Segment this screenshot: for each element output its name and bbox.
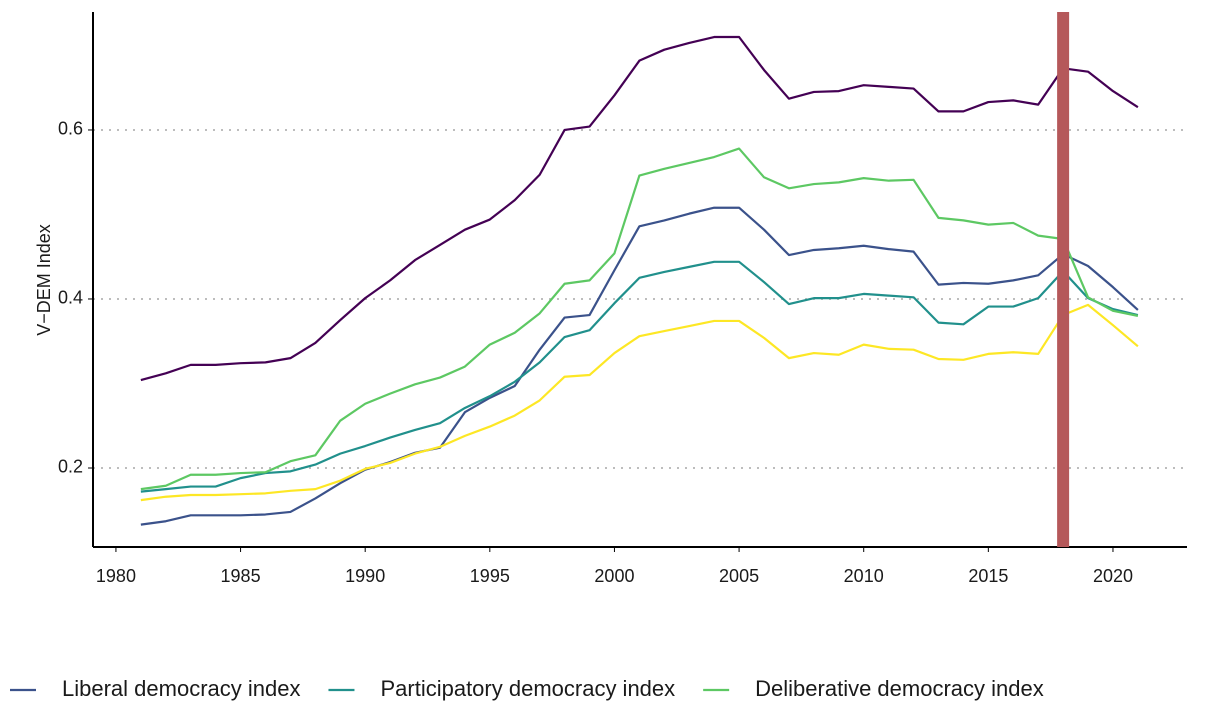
x-tick-label: 1990 [345,566,385,586]
x-tick-label: 1995 [470,566,510,586]
series-line [140,260,1139,493]
highlight-band [1057,12,1070,547]
legend-label: Liberal democracy index [62,676,300,701]
series-line [140,206,1139,526]
x-tick-label: 2020 [1093,566,1133,586]
y-tick-label: 0.6 [58,119,83,139]
legend-label: Participatory democracy index [380,676,675,701]
y-axis-label: V−DEM Index [34,224,54,336]
y-tick-label: 0.2 [58,457,83,477]
legend-label: Deliberative democracy index [755,676,1044,701]
x-tick-label: 2000 [594,566,634,586]
x-tick-label: 2010 [844,566,884,586]
x-tick-label: 1985 [221,566,261,586]
x-tick-label: 1980 [96,566,136,586]
x-tick-label: 2005 [719,566,759,586]
series-line [140,303,1139,502]
y-tick-label: 0.4 [58,288,83,308]
x-tick-label: 2015 [968,566,1008,586]
series-line [140,147,1139,491]
series-line [140,35,1139,382]
